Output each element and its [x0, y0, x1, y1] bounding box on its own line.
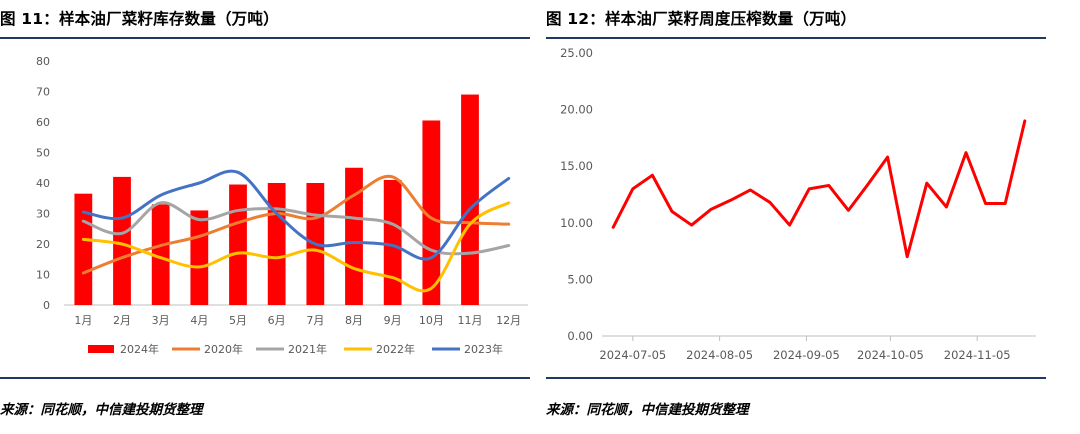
x-tick-label: 7月: [306, 314, 324, 327]
y-tick-label: 10: [36, 269, 50, 282]
x-tick-label: 6月: [268, 314, 286, 327]
legend-label: 2021年: [288, 342, 327, 356]
legend-label: 2023年: [464, 342, 503, 356]
bar: [229, 184, 247, 305]
x-tick-label: 3月: [152, 314, 170, 327]
legend-label: 2020年: [204, 342, 243, 356]
x-tick-label: 2024-09-05: [773, 348, 840, 362]
crush-chart: 0.00 5.00 10.00 15.00 20.00 25.00 2024-07-05 20…: [560, 46, 1036, 362]
top-rule: [546, 37, 1046, 39]
series-line: [81, 201, 511, 293]
x-tick-label: 12月: [496, 314, 521, 327]
x-tick-label: 2024-11-05: [944, 348, 1011, 362]
x-tick-label: 2024-08-05: [686, 348, 753, 362]
y-tick-label: 20: [36, 238, 50, 251]
bar: [74, 193, 93, 305]
y-tick-label: 80: [36, 55, 50, 68]
y-tick-label: 5.00: [567, 272, 593, 286]
legend-label: 2022年: [376, 342, 415, 356]
x-tick-label: 2024-07-05: [599, 348, 666, 362]
series-line: [81, 169, 511, 261]
top-rule: [0, 37, 530, 39]
y-tick-label: 0: [43, 299, 50, 312]
y-tick-label: 20.00: [560, 103, 593, 117]
x-tick-label: 5月: [229, 314, 247, 327]
bar: [267, 183, 286, 305]
y-tick-label: 15.00: [560, 159, 593, 173]
x-tick-label: 2月: [113, 314, 131, 327]
x-tick-label: 1月: [74, 314, 92, 327]
y-tick-label: 60: [36, 116, 50, 129]
legend-swatch: [88, 345, 114, 353]
chart-title: 图 11：样本油厂菜籽库存数量（万吨）: [0, 10, 279, 28]
y-tick-label: 30: [36, 208, 50, 221]
series-line: [611, 119, 1027, 259]
series-line: [81, 201, 511, 256]
y-tick-label: 50: [36, 147, 50, 160]
x-tick-label: 9月: [384, 314, 402, 327]
y-tick-label: 70: [36, 86, 50, 99]
bar: [345, 167, 363, 305]
x-tick-label: 8月: [345, 314, 363, 327]
source-note: 来源：同花顺，中信建投期货整理: [546, 402, 749, 418]
x-tick-label: 4月: [190, 314, 208, 327]
bar: [383, 179, 402, 305]
x-tick-label: 2024-10-05: [857, 348, 924, 362]
inventory-chart: 0 10 20 30 40 50 60 70 80 1月 2月 3月 4月 5月 6月 7月 8月 9月 10月 11…: [36, 55, 528, 356]
bar: [461, 94, 479, 305]
y-tick-label: 0.00: [567, 329, 593, 343]
bar: [113, 176, 131, 305]
legend-label: 2024年: [120, 342, 159, 356]
x-tick-label: 10月: [419, 314, 444, 327]
source-note: 来源：同花顺，中信建投期货整理: [0, 402, 203, 418]
bottom-rule: [546, 377, 1046, 379]
series-line: [81, 174, 511, 275]
bottom-rule: [0, 377, 530, 379]
y-tick-label: 40: [36, 177, 50, 190]
bar: [151, 204, 170, 305]
y-tick-label: 25.00: [560, 46, 593, 60]
x-tick-label: 11月: [458, 314, 483, 327]
y-tick-label: 10.00: [560, 216, 593, 230]
chart-title: 图 12：样本油厂菜籽周度压榨数量（万吨）: [546, 10, 857, 28]
bar: [190, 210, 209, 305]
